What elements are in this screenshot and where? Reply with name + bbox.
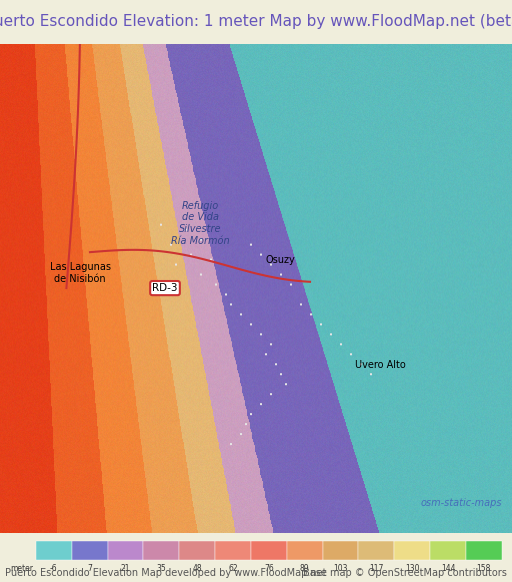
Bar xyxy=(108,541,143,560)
Bar xyxy=(143,541,179,560)
Text: 89: 89 xyxy=(300,564,309,573)
Bar xyxy=(394,541,430,560)
Bar xyxy=(358,541,394,560)
Text: osm-static-maps: osm-static-maps xyxy=(420,498,502,508)
Bar xyxy=(179,541,215,560)
Text: RD-3: RD-3 xyxy=(152,283,178,293)
Text: 48: 48 xyxy=(193,564,202,573)
Text: Refugio
de Vida
Silvestre
Ría Mormón: Refugio de Vida Silvestre Ría Mormón xyxy=(170,201,229,246)
Text: 62: 62 xyxy=(228,564,238,573)
Bar xyxy=(323,541,358,560)
Bar xyxy=(72,541,108,560)
Bar xyxy=(215,541,251,560)
Text: Uvero Alto: Uvero Alto xyxy=(355,360,406,370)
Bar xyxy=(430,541,466,560)
Text: meter: meter xyxy=(10,564,33,573)
Text: -6: -6 xyxy=(50,564,57,573)
Bar xyxy=(36,541,72,560)
Text: 158: 158 xyxy=(477,564,491,573)
Text: Puerto Escondido Elevation Map developed by www.FloodMap.net: Puerto Escondido Elevation Map developed… xyxy=(5,568,327,578)
Bar xyxy=(287,541,323,560)
Text: 76: 76 xyxy=(264,564,274,573)
Text: Base map © OpenStreetMap contributors: Base map © OpenStreetMap contributors xyxy=(303,568,507,578)
Text: Las Lagunas
de Nisibón: Las Lagunas de Nisibón xyxy=(50,262,111,284)
Bar xyxy=(251,541,287,560)
Text: Puerto Escondido Elevation: 1 meter Map by www.FloodMap.net (beta): Puerto Escondido Elevation: 1 meter Map … xyxy=(0,15,512,29)
Text: 7: 7 xyxy=(87,564,92,573)
Text: 117: 117 xyxy=(369,564,383,573)
Text: 103: 103 xyxy=(333,564,348,573)
Text: 144: 144 xyxy=(441,564,455,573)
Text: Osuzy: Osuzy xyxy=(265,255,295,265)
Text: 130: 130 xyxy=(405,564,419,573)
Bar xyxy=(466,541,502,560)
Text: 35: 35 xyxy=(156,564,166,573)
Text: 21: 21 xyxy=(121,564,130,573)
